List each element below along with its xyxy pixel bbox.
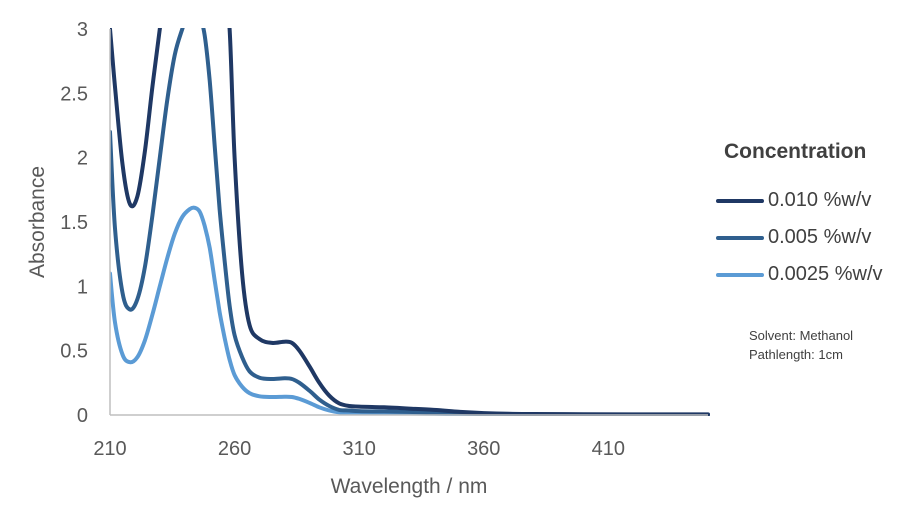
series-line-0005 — [110, 28, 710, 416]
legend-item-0010: 0.010 %w/v — [716, 182, 906, 219]
legend-label-0005: 0.005 %w/v — [768, 226, 872, 248]
y-axis-title: Absorbance — [26, 166, 49, 278]
y-tick-label: 3 — [77, 19, 88, 41]
legend-item-0005: 0.005 %w/v — [716, 219, 906, 256]
y-tick-label: 1.5 — [60, 212, 88, 234]
y-tick-label: 2.5 — [60, 83, 88, 105]
series-layer — [110, 28, 710, 416]
legend-title: Concentration — [724, 140, 867, 163]
note-pathlength: Pathlength: 1cm — [749, 347, 843, 362]
legend: Concentration 0.010 %w/v 0.005 %w/v 0.00… — [716, 140, 906, 293]
x-tick-label: 210 — [93, 438, 126, 460]
y-tick-label: 0 — [77, 405, 88, 427]
y-tick-label: 2 — [77, 148, 88, 170]
x-axis-title: Wavelength / nm — [331, 475, 488, 498]
x-tick-label: 310 — [342, 438, 375, 460]
series-line-00025 — [110, 205, 710, 416]
chart-notes: Solvent: Methanol Pathlength: 1cm — [749, 326, 853, 364]
y-tick-labels: 0 0.5 1 1.5 2 2.5 3 — [60, 19, 88, 427]
x-tick-label: 410 — [592, 438, 625, 460]
legend-label-00025: 0.0025 %w/v — [768, 263, 883, 285]
legend-swatch-00025 — [716, 272, 764, 277]
x-tick-label: 360 — [467, 438, 500, 460]
legend-label-0010: 0.010 %w/v — [768, 189, 872, 211]
note-solvent: Solvent: Methanol — [749, 328, 854, 343]
y-tick-label: 1 — [77, 276, 88, 298]
legend-swatch-0010 — [716, 198, 764, 203]
legend-item-00025: 0.0025 %w/v — [716, 256, 906, 293]
x-tick-labels: 210 260 310 360 410 — [93, 438, 625, 460]
y-tick-label: 0.5 — [60, 341, 88, 363]
x-tick-label: 260 — [218, 438, 251, 460]
legend-swatch-0005 — [716, 235, 764, 240]
series-line-0010 — [110, 28, 710, 416]
